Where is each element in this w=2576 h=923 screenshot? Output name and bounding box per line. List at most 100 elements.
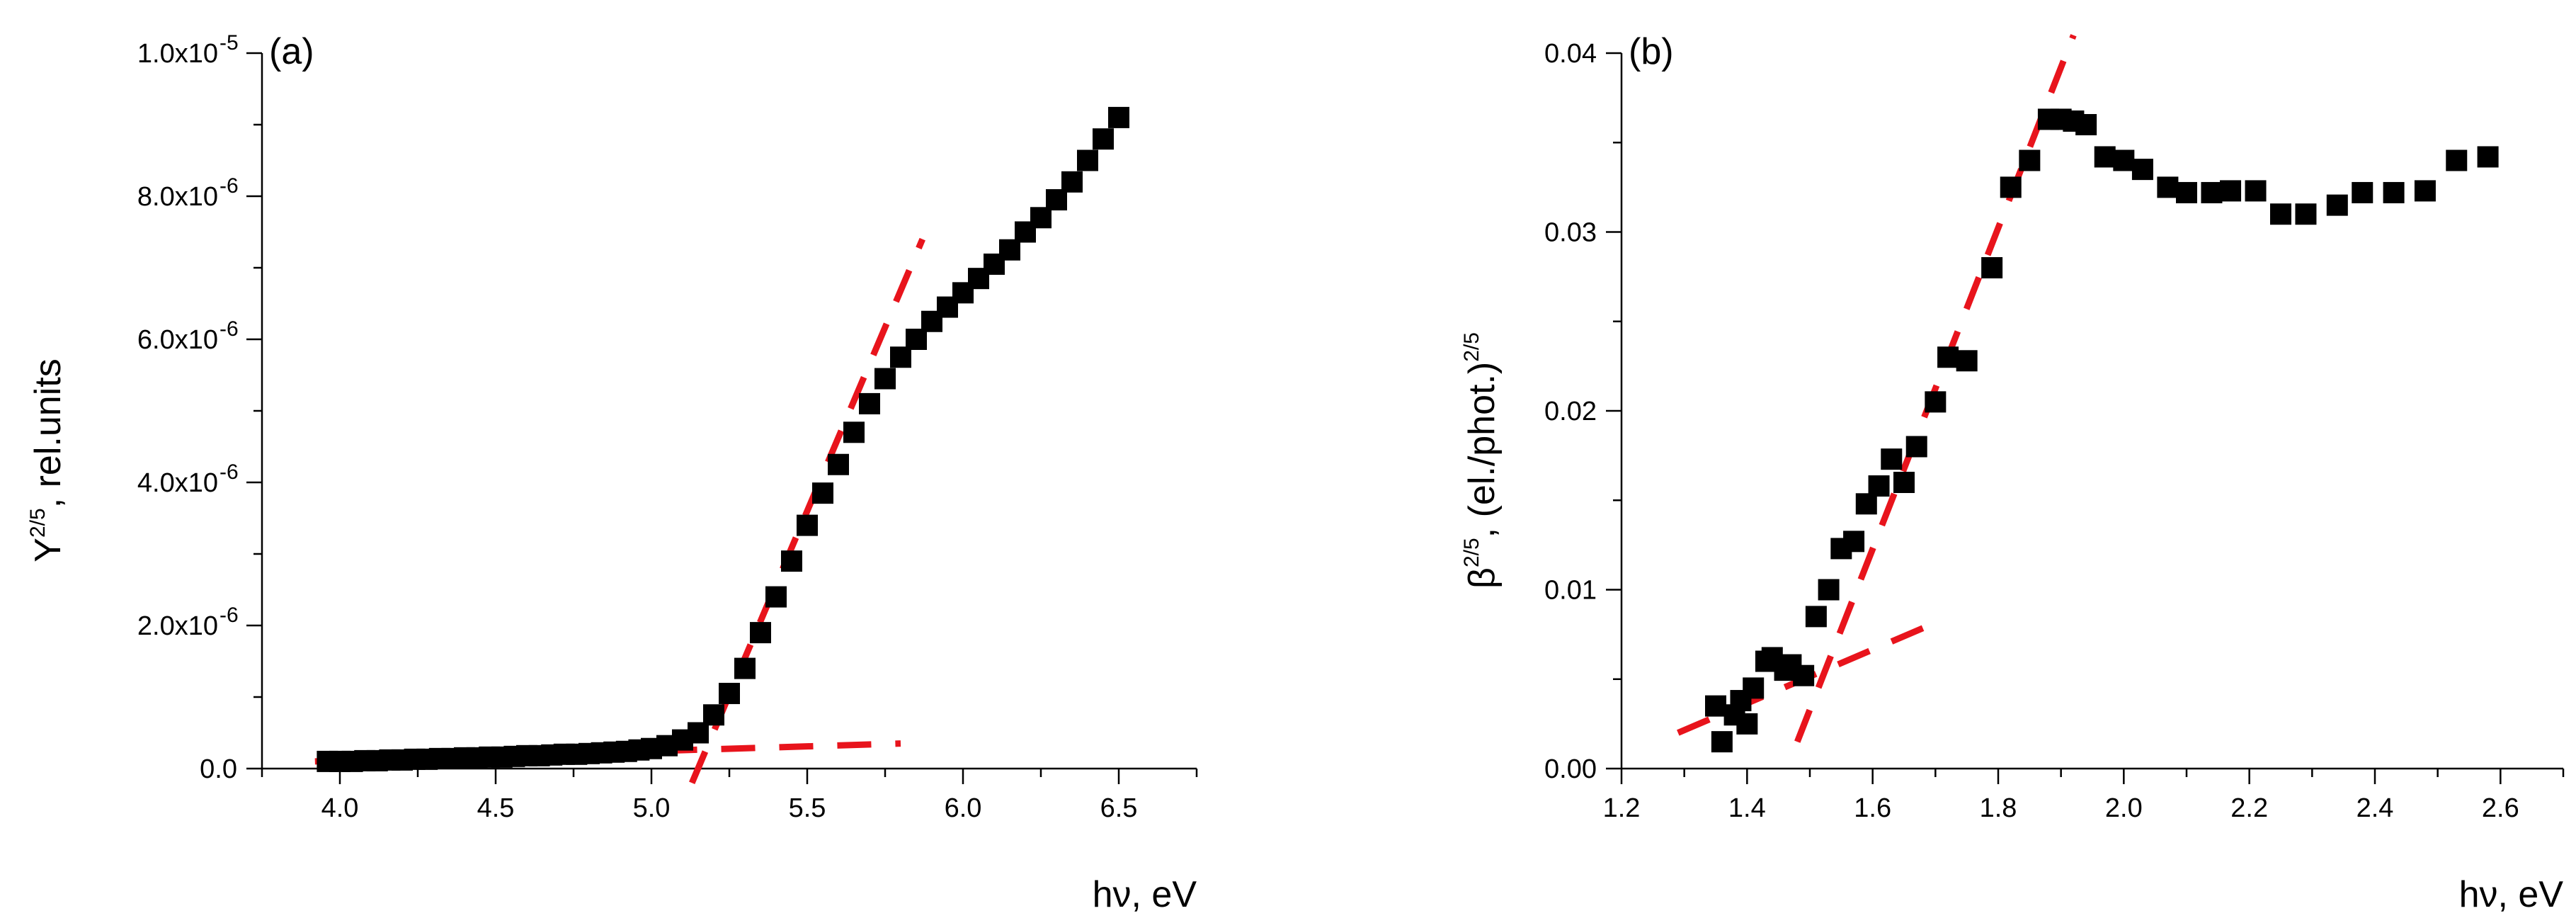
data-point-a — [906, 329, 927, 350]
y-tick-exponent-a: -6 — [220, 460, 239, 484]
data-point-b — [2270, 203, 2291, 225]
data-point-b — [2201, 181, 2223, 203]
x-tick-label-b: 1.4 — [1728, 793, 1766, 823]
y-axis-title-sup2-b: 2/5 — [1460, 332, 1483, 362]
data-point-b — [2176, 181, 2197, 203]
x-tick-label-a: 6.0 — [945, 793, 982, 823]
chart-panel-a: (a) 4.0 4.5 5.0 5.5 6.0 6.50.02.0x10 -64.0x10-… — [26, 31, 1198, 915]
data-point-a — [781, 550, 802, 572]
y-axis-title-sup-b: 2/5 — [1460, 538, 1483, 567]
data-point-b — [1868, 475, 1890, 497]
data-point-a — [1061, 171, 1083, 193]
x-tick-label-b: 2.0 — [2105, 793, 2143, 823]
y-axis-title-sup-a: 2/5 — [26, 508, 50, 538]
y-tick-exponent-a: -6 — [220, 317, 239, 341]
x-tick-label-b: 2.2 — [2230, 793, 2268, 823]
y-tick-label-b: 0.03 — [1544, 218, 1597, 248]
x-tick-label-b: 2.6 — [2482, 793, 2519, 823]
data-point-a — [1046, 189, 1067, 211]
data-point-a — [688, 722, 709, 744]
panel-label-b: (b) — [1629, 31, 1674, 72]
data-point-b — [2019, 149, 2041, 171]
data-point-a — [1093, 128, 1114, 150]
y-tick-label-b: 0.04 — [1544, 39, 1597, 69]
data-point-b — [1743, 677, 1765, 699]
data-point-a — [750, 622, 771, 644]
data-point-b — [1956, 350, 1978, 372]
data-point-a — [859, 392, 880, 414]
x-tick-label-b: 1.6 — [1854, 793, 1891, 823]
data-point-a — [1077, 149, 1098, 171]
data-point-b — [2383, 181, 2405, 203]
data-point-b — [2446, 149, 2468, 171]
data-point-a — [890, 346, 911, 368]
chart-panel-b: (b) 1.2 1.4 1.6 1.8 2.0 2.2 2.4 2.6 0.00 0.01 0.02… — [1460, 31, 2565, 915]
data-point-a — [719, 682, 740, 704]
data-point-a — [734, 657, 756, 679]
y-tick-label-a: 0.0 — [200, 754, 237, 784]
x-tick-label-a: 5.5 — [789, 793, 826, 823]
data-point-b — [2477, 146, 2499, 168]
data-point-b — [1843, 531, 1865, 553]
data-point-b — [2075, 114, 2097, 135]
data-point-a — [812, 482, 833, 504]
data-point-b — [2131, 159, 2153, 181]
x-tick-label-a: 4.0 — [321, 793, 359, 823]
data-point-b — [2094, 146, 2116, 168]
data-point-b — [2295, 203, 2317, 225]
plot-area-b: 1.2 1.4 1.6 1.8 2.0 2.2 2.4 2.6 0.00 0.01 0.02 0.03… — [1544, 34, 2565, 823]
y-tick-label-b: 0.02 — [1544, 397, 1597, 426]
data-point-b — [1705, 695, 1726, 717]
data-point-b — [2414, 180, 2436, 202]
data-point-b — [1881, 448, 1903, 470]
data-point-a — [765, 586, 787, 608]
data-point-a — [843, 421, 865, 443]
data-point-a — [874, 368, 896, 390]
y-tick-exponent-a: -5 — [220, 31, 239, 55]
y-tick-label-a: 1.0x10 — [137, 39, 218, 69]
x-axis-title-a: hν, eV — [1093, 874, 1197, 915]
y-tick-label-a: 4.0x10 — [137, 468, 218, 498]
y-axis-title-main-b: β — [1461, 567, 1503, 589]
y-axis-title-b: β2/5, (el./phot.)2/5 — [1460, 332, 1503, 589]
data-point-b — [2352, 181, 2373, 203]
data-point-b — [1736, 713, 1758, 735]
x-axis-title-b: hν, eV — [2459, 874, 2564, 915]
data-point-b — [2245, 180, 2267, 202]
data-point-b — [1981, 257, 2003, 278]
y-tick-label-b: 0.01 — [1544, 576, 1597, 606]
data-point-b — [1805, 606, 1827, 628]
y-tick-exponent-a: -6 — [220, 604, 239, 627]
data-point-b — [1893, 472, 1915, 493]
data-point-b — [1818, 579, 1840, 601]
y-tick-label-a: 8.0x10 — [137, 182, 218, 212]
slope-fit-line-b — [1794, 34, 2077, 743]
x-tick-label-a: 6.5 — [1100, 793, 1138, 823]
data-point-b — [1905, 436, 1927, 458]
y-tick-label-a: 2.0x10 — [137, 611, 218, 641]
data-point-b — [1925, 391, 1947, 413]
y-axis-title-a: Y2/5, rel.units — [26, 358, 69, 562]
data-point-b — [1855, 493, 1877, 515]
y-axis-title-rest-a: , rel.units — [28, 358, 69, 508]
data-point-a — [797, 514, 818, 536]
data-point-a — [999, 239, 1020, 261]
data-point-b — [2326, 194, 2348, 216]
data-point-b — [2113, 149, 2135, 171]
x-tick-label-a: 5.0 — [633, 793, 671, 823]
data-point-a — [1030, 207, 1052, 229]
data-point-b — [1937, 346, 1959, 368]
data-point-a — [703, 704, 724, 726]
y-tick-label-b: 0.00 — [1544, 754, 1597, 784]
data-point-b — [1793, 664, 1815, 686]
data-point-a — [1108, 106, 1129, 128]
x-tick-label-b: 1.2 — [1603, 793, 1641, 823]
data-point-b — [1711, 731, 1733, 753]
data-point-b — [2220, 180, 2242, 202]
y-tick-exponent-a: -6 — [220, 174, 239, 198]
y-tick-label-a: 6.0x10 — [137, 325, 218, 355]
data-point-b — [2157, 176, 2179, 198]
data-point-b — [2000, 176, 2022, 198]
slope-fit-line-a — [689, 237, 925, 784]
x-tick-label-b: 2.4 — [2356, 793, 2394, 823]
